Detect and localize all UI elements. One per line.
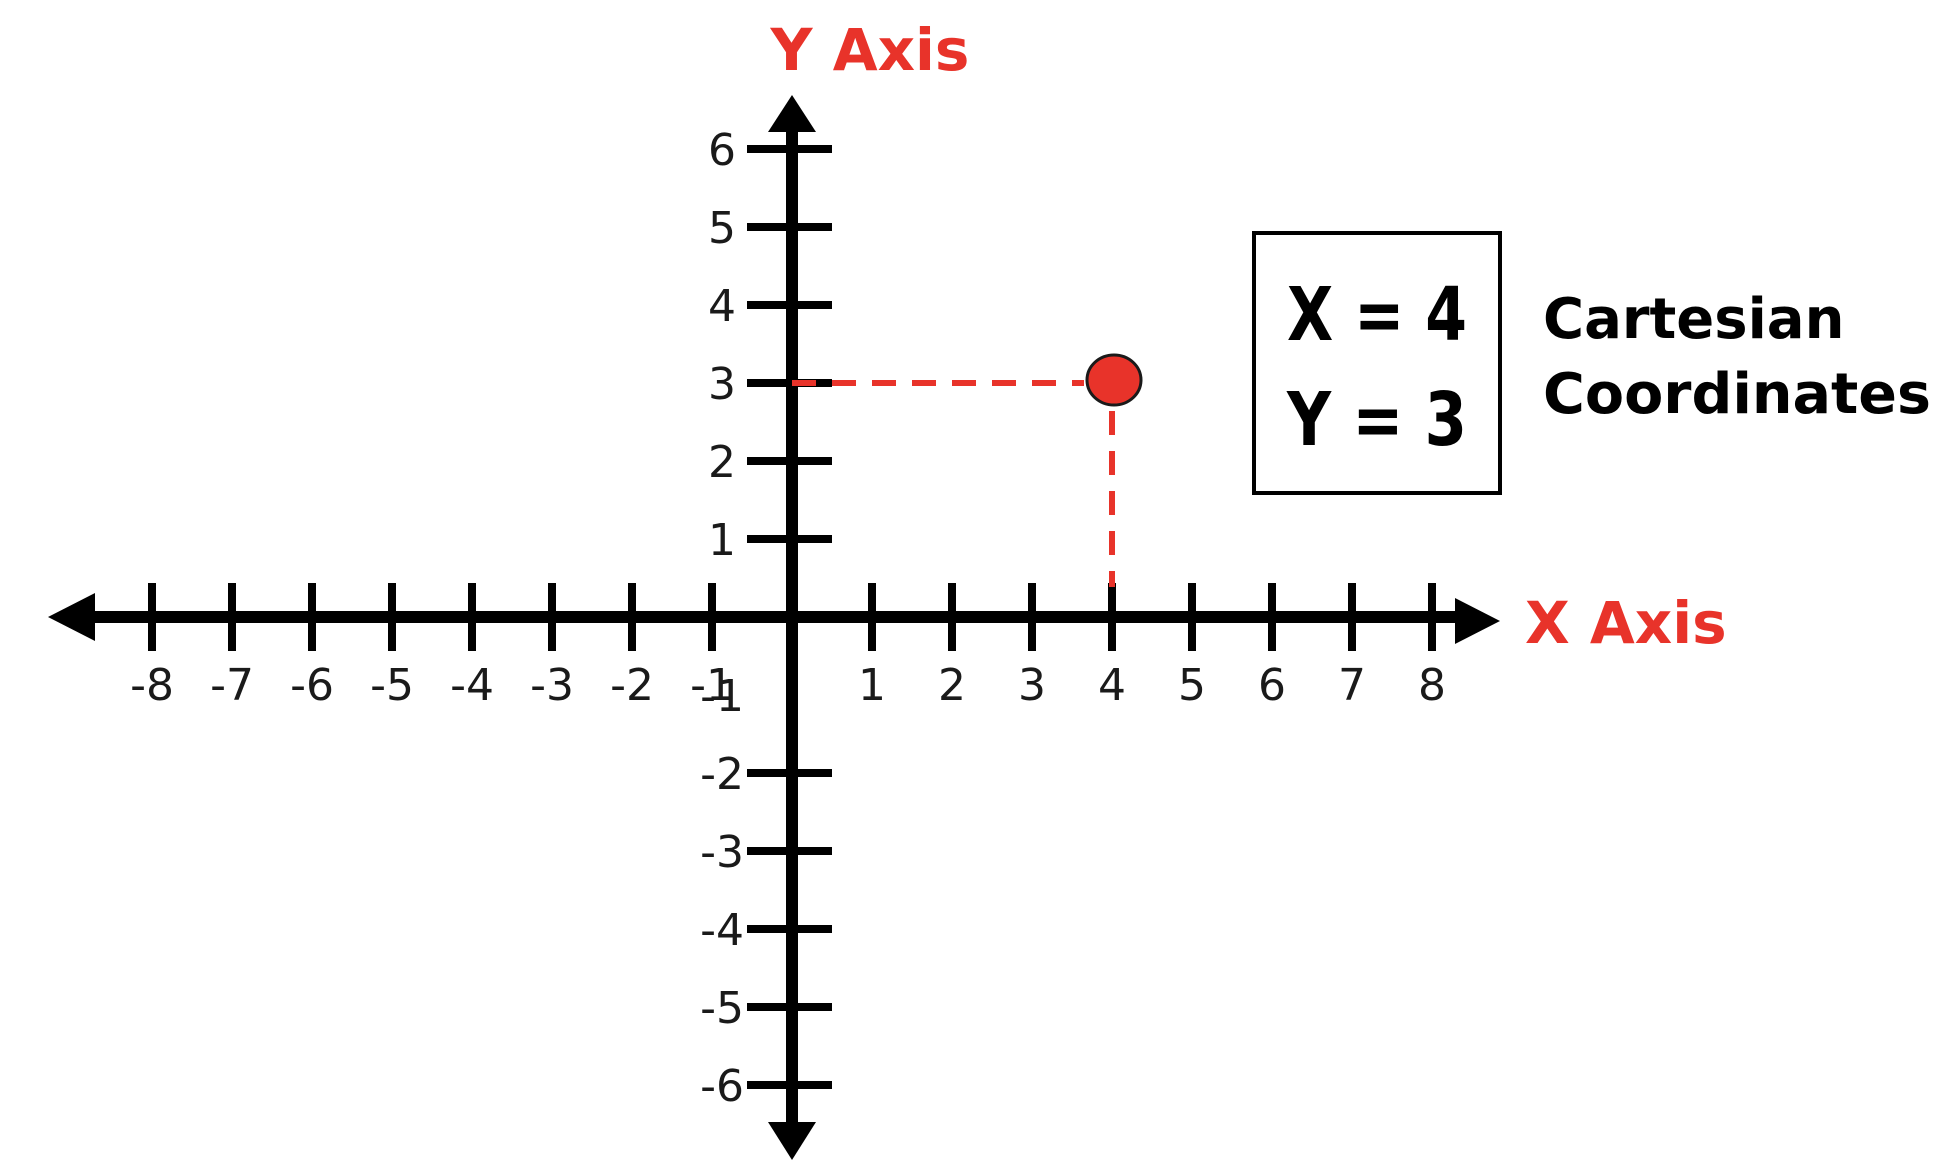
y-tick-label: -1 (700, 671, 744, 722)
y-axis-top-arrowhead (768, 95, 816, 132)
data-point (1085, 353, 1143, 407)
x-tick-label: -5 (370, 660, 414, 711)
x-tick-label: -2 (610, 660, 654, 711)
axes (48, 95, 1500, 1160)
y-tick-label: -2 (700, 749, 744, 800)
y-axis-title: Y Axis (770, 16, 970, 84)
y-tick-label: 1 (708, 515, 736, 566)
x-tick-label: 6 (1258, 660, 1286, 711)
x-tick-label: -1 (690, 660, 734, 711)
x-tick-label: 3 (1018, 660, 1046, 711)
y-axis-bottom-arrowhead (768, 1122, 816, 1160)
x-tick-label: 4 (1098, 660, 1126, 711)
y-tick-label: 4 (708, 281, 736, 332)
x-tick-label: -6 (290, 660, 334, 711)
y-value-text: Y = 3 (1286, 377, 1467, 463)
data-points (1085, 353, 1143, 407)
caption-line-2: Coordinates (1543, 362, 1931, 427)
x-axis-left-arrowhead (48, 593, 95, 641)
y-tick-label: 2 (708, 437, 736, 488)
y-tick-label: 3 (708, 359, 736, 410)
x-tick-label: 5 (1178, 660, 1206, 711)
x-tick-label: 1 (858, 660, 886, 711)
coordinate-box-border (1252, 231, 1502, 495)
x-axis-right-arrowhead (1455, 598, 1500, 644)
x-tick-label: -4 (450, 660, 494, 711)
x-axis-title: X Axis (1525, 589, 1727, 657)
caption-line-1: Cartesian (1543, 287, 1844, 352)
x-tick-label: -8 (130, 660, 174, 711)
x-tick-label: 8 (1418, 660, 1446, 711)
coordinate-box: X = 4 Y = 3 (1252, 231, 1502, 495)
y-tick-label: -5 (700, 983, 744, 1034)
x-tick-label: 2 (938, 660, 966, 711)
y-ticks: 6 5 4 3 2 1 -1 -2 -3 -4 -5 -6 (700, 125, 832, 1112)
x-ticks: -8 -7 -6 -5 -4 -3 -2 -1 1 2 3 4 5 6 7 8 (130, 583, 1446, 711)
x-value-text: X = 4 (1287, 272, 1467, 358)
y-tick-label: -3 (700, 827, 744, 878)
y-tick-label: 5 (708, 203, 736, 254)
y-tick-label: -4 (700, 905, 744, 956)
x-tick-label: -7 (210, 660, 254, 711)
projection-guides (792, 380, 1115, 587)
y-tick-label: 6 (708, 125, 736, 176)
x-tick-label: -3 (530, 660, 574, 711)
y-tick-label: -6 (700, 1061, 744, 1112)
x-tick-label: 7 (1338, 660, 1366, 711)
